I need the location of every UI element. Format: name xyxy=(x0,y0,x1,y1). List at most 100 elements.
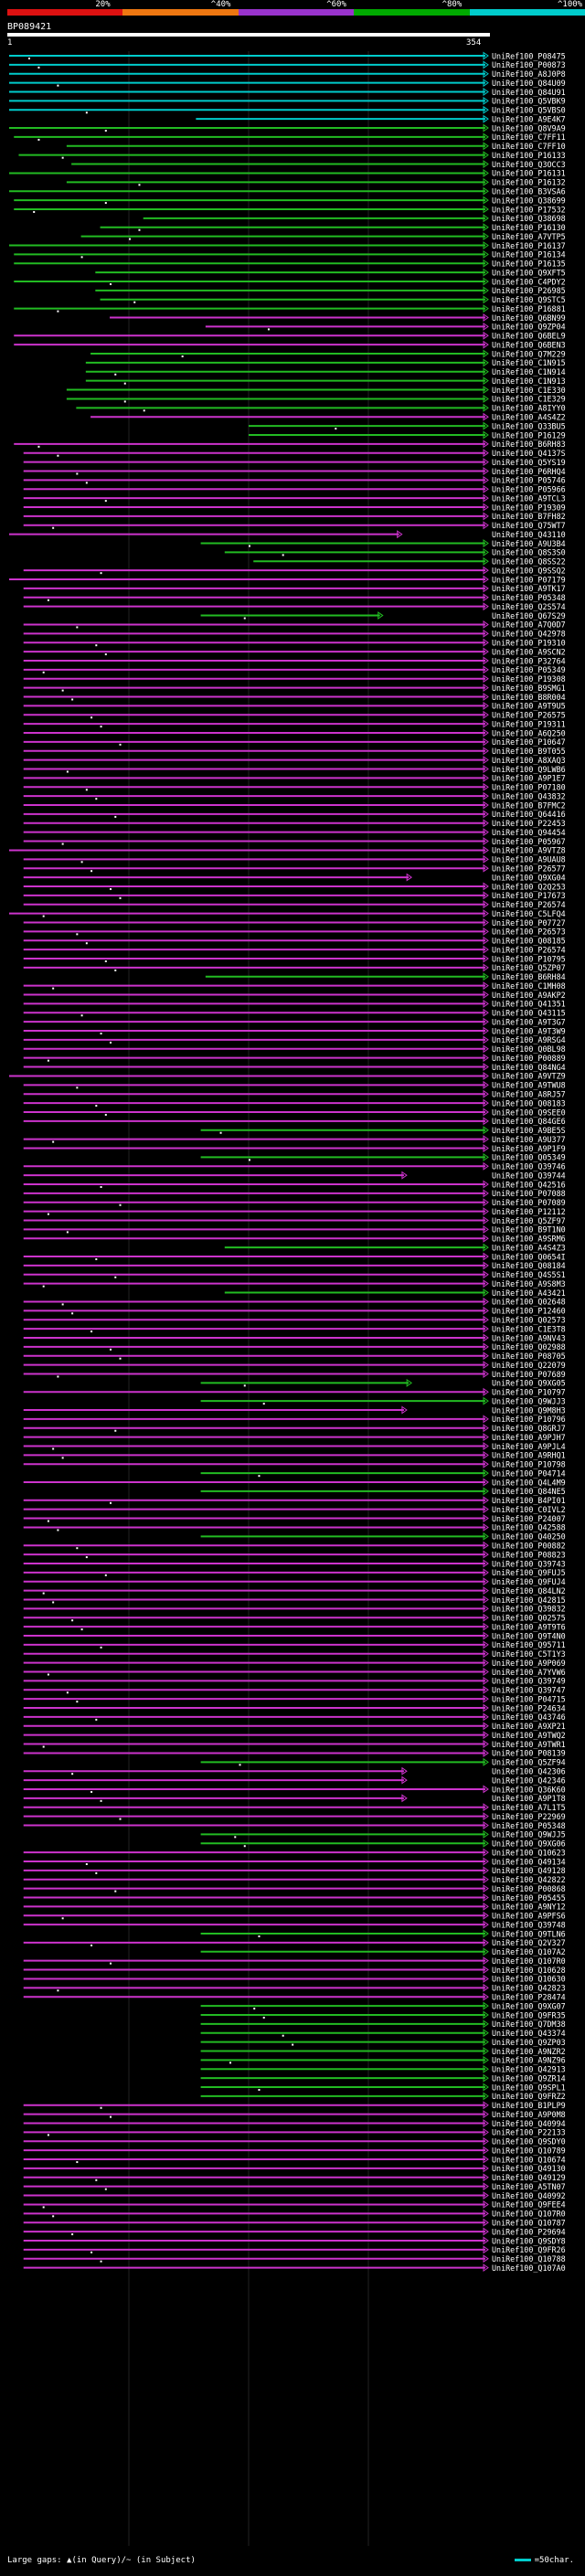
hit-label[interactable]: UniRef100_A9U3B4 xyxy=(492,539,566,548)
hit-label[interactable]: UniRef100_P00889 xyxy=(492,1054,566,1063)
hit-label[interactable]: UniRef100_Q39749 xyxy=(492,1677,566,1686)
hit-label[interactable]: UniRef100_B9T055 xyxy=(492,747,566,756)
hit-label[interactable]: UniRef100_A8IYY0 xyxy=(492,404,566,413)
hit-label[interactable]: UniRef100_Q10674 xyxy=(492,2155,566,2164)
hit-label[interactable]: UniRef100_P24634 xyxy=(492,1703,566,1712)
hit-label[interactable]: UniRef100_P24007 xyxy=(492,1514,566,1523)
hit-label[interactable]: UniRef100_Q9WJJ3 xyxy=(492,1396,566,1405)
hit-label[interactable]: UniRef100_P05967 xyxy=(492,837,566,846)
hit-label[interactable]: UniRef100_A9E4K7 xyxy=(492,114,566,123)
hit-label[interactable]: UniRef100_Q9ZP03 xyxy=(492,2038,566,2047)
hit-label[interactable]: UniRef100_P07179 xyxy=(492,575,566,584)
hit-label[interactable]: UniRef100_A9NV43 xyxy=(492,1333,566,1342)
hit-label[interactable]: UniRef100_P04714 xyxy=(492,1468,566,1478)
hit-label[interactable]: UniRef100_A9VTZ8 xyxy=(492,846,566,855)
hit-label[interactable]: UniRef100_Q9FUJ4 xyxy=(492,1577,566,1586)
hit-label[interactable]: UniRef100_P08705 xyxy=(492,1352,566,1361)
hit-label[interactable]: UniRef100_Q10788 xyxy=(492,2254,566,2263)
hit-label[interactable]: UniRef100_P00868 xyxy=(492,1884,566,1893)
hit-label[interactable]: UniRef100_Q6BN99 xyxy=(492,313,566,323)
hit-label[interactable]: UniRef100_P08139 xyxy=(492,1749,566,1758)
hit-label[interactable]: UniRef100_Q2Q253 xyxy=(492,882,566,891)
hit-label[interactable]: UniRef100_Q9T4N0 xyxy=(492,1631,566,1640)
hit-label[interactable]: UniRef100_C5LFQ4 xyxy=(492,909,566,918)
hit-label[interactable]: UniRef100_Q9ZP04 xyxy=(492,323,566,332)
hit-label[interactable]: UniRef100_Q42346 xyxy=(492,1776,566,1785)
hit-label[interactable]: UniRef100_P26573 xyxy=(492,928,566,937)
hit-label[interactable]: UniRef100_Q9FUJ5 xyxy=(492,1568,566,1577)
hit-label[interactable]: UniRef100_Q36K60 xyxy=(492,1785,566,1794)
hit-label[interactable]: UniRef100_P07088 xyxy=(492,1189,566,1198)
hit-label[interactable]: UniRef100_P08475 xyxy=(492,51,566,60)
hit-label[interactable]: UniRef100_A5TN07 xyxy=(492,2182,566,2191)
hit-label[interactable]: UniRef100_P22453 xyxy=(492,819,566,828)
hit-label[interactable]: UniRef100_Q9XG04 xyxy=(492,873,566,882)
hit-label[interactable]: UniRef100_P16129 xyxy=(492,430,566,440)
hit-label[interactable]: UniRef100_P10798 xyxy=(492,1460,566,1469)
hit-label[interactable]: UniRef100_Q33BU5 xyxy=(492,421,566,430)
hit-label[interactable]: UniRef100_A9T3G7 xyxy=(492,1017,566,1026)
hit-label[interactable]: UniRef100_B8R004 xyxy=(492,693,566,702)
hit-label[interactable]: UniRef100_Q64416 xyxy=(492,810,566,819)
hit-label[interactable]: UniRef100_Q67S29 xyxy=(492,611,566,620)
hit-label[interactable]: UniRef100_P17532 xyxy=(492,205,566,214)
hit-label[interactable]: UniRef100_A9PJH7 xyxy=(492,1433,566,1442)
hit-label[interactable]: UniRef100_Q41351 xyxy=(492,1000,566,1009)
hit-label[interactable]: UniRef100_Q75WT7 xyxy=(492,521,566,530)
hit-label[interactable]: UniRef100_Q8S3S0 xyxy=(492,548,566,557)
hit-label[interactable]: UniRef100_P10647 xyxy=(492,737,566,747)
hit-label[interactable]: UniRef100_Q107A0 xyxy=(492,2263,566,2273)
hit-label[interactable]: UniRef100_A8RJ57 xyxy=(492,1090,566,1099)
hit-label[interactable]: UniRef100_P05348 xyxy=(492,1821,566,1830)
hit-label[interactable]: UniRef100_C1E330 xyxy=(492,386,566,395)
hit-label[interactable]: UniRef100_Q94454 xyxy=(492,828,566,837)
hit-label[interactable]: UniRef100_P07089 xyxy=(492,1198,566,1207)
hit-label[interactable]: UniRef100_Q40994 xyxy=(492,2119,566,2128)
hit-label[interactable]: UniRef100_Q8GRJ7 xyxy=(492,1424,566,1433)
hit-label[interactable]: UniRef100_P29694 xyxy=(492,2227,566,2236)
hit-label[interactable]: UniRef100_A7L1T5 xyxy=(492,1803,566,1812)
hit-label[interactable]: UniRef100_Q8SS22 xyxy=(492,557,566,567)
hit-label[interactable]: UniRef100_Q10628 xyxy=(492,1966,566,1975)
hit-label[interactable]: UniRef100_Q5ZF94 xyxy=(492,1758,566,1767)
hit-label[interactable]: UniRef100_Q40992 xyxy=(492,2191,566,2200)
hit-label[interactable]: UniRef100_Q49128 xyxy=(492,1866,566,1875)
hit-label[interactable]: UniRef100_Q40250 xyxy=(492,1532,566,1542)
hit-label[interactable]: UniRef100_A9P1E7 xyxy=(492,774,566,783)
hit-label[interactable]: UniRef100_P32764 xyxy=(492,656,566,665)
hit-label[interactable]: UniRef100_B1PLP9 xyxy=(492,2101,566,2110)
hit-label[interactable]: UniRef100_P04715 xyxy=(492,1694,566,1703)
hit-label[interactable]: UniRef100_A9TCL3 xyxy=(492,493,566,503)
hit-label[interactable]: UniRef100_A4S4Z3 xyxy=(492,1243,566,1252)
hit-label[interactable]: UniRef100_P6RHQ4 xyxy=(492,467,566,476)
hit-label[interactable]: UniRef100_Q2V327 xyxy=(492,1938,566,1947)
hit-label[interactable]: UniRef100_Q38699 xyxy=(492,196,566,205)
hit-label[interactable]: UniRef100_A9P069 xyxy=(492,1659,566,1668)
hit-label[interactable]: UniRef100_P08823 xyxy=(492,1550,566,1559)
hit-label[interactable]: UniRef100_Q02988 xyxy=(492,1342,566,1352)
hit-label[interactable]: UniRef100_A4S4Z2 xyxy=(492,413,566,422)
hit-label[interactable]: UniRef100_P26985 xyxy=(492,286,566,295)
hit-label[interactable]: UniRef100_Q9FR35 xyxy=(492,2010,566,2019)
hit-label[interactable]: UniRef100_P16134 xyxy=(492,250,566,260)
hit-label[interactable]: UniRef100_Q39832 xyxy=(492,1605,566,1614)
hit-label[interactable]: UniRef100_P26575 xyxy=(492,711,566,720)
hit-label[interactable]: UniRef100_Q84U09 xyxy=(492,79,566,88)
hit-label[interactable]: UniRef100_Q42823 xyxy=(492,1984,566,1993)
hit-label[interactable]: UniRef100_Q6BEN3 xyxy=(492,340,566,349)
hit-label[interactable]: UniRef100_P05455 xyxy=(492,1893,566,1903)
hit-label[interactable]: UniRef100_P16132 xyxy=(492,178,566,187)
hit-label[interactable]: UniRef100_Q43115 xyxy=(492,1009,566,1018)
hit-label[interactable]: UniRef100_Q5VBK9 xyxy=(492,97,566,106)
hit-label[interactable]: UniRef100_Q42588 xyxy=(492,1523,566,1532)
hit-label[interactable]: UniRef100_P16137 xyxy=(492,241,566,250)
hit-label[interactable]: UniRef100_A9UAU8 xyxy=(492,855,566,864)
hit-label[interactable]: UniRef100_Q9FR26 xyxy=(492,2245,566,2254)
hit-label[interactable]: UniRef100_P22133 xyxy=(492,2128,566,2137)
hit-label[interactable]: UniRef100_P05349 xyxy=(492,665,566,674)
hit-label[interactable]: UniRef100_A9SCN2 xyxy=(492,647,566,656)
hit-label[interactable]: UniRef100_Q43110 xyxy=(492,530,566,539)
hit-label[interactable]: UniRef100_B7FH82 xyxy=(492,512,566,521)
hit-label[interactable]: UniRef100_Q8V9A9 xyxy=(492,123,566,133)
hit-label[interactable]: UniRef100_Q02648 xyxy=(492,1298,566,1307)
